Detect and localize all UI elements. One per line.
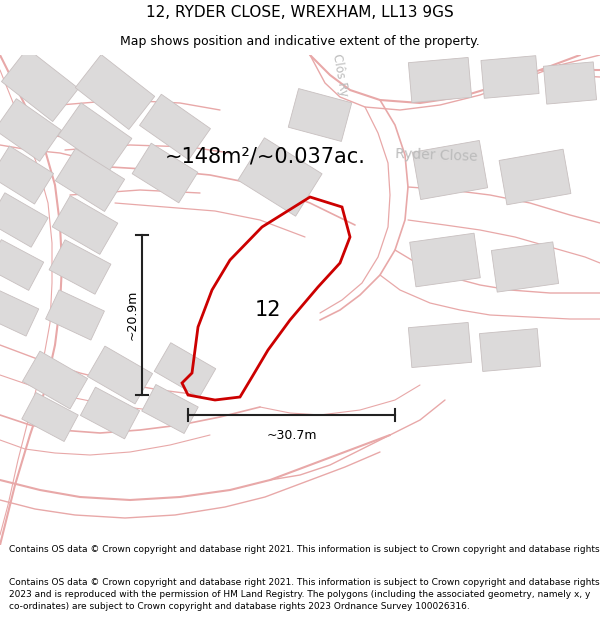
Polygon shape bbox=[412, 141, 488, 199]
Text: 12: 12 bbox=[255, 300, 281, 320]
Polygon shape bbox=[499, 149, 571, 205]
Polygon shape bbox=[481, 56, 539, 98]
Polygon shape bbox=[154, 342, 216, 398]
Polygon shape bbox=[55, 149, 125, 211]
Text: ~30.7m: ~30.7m bbox=[266, 429, 317, 442]
Polygon shape bbox=[0, 192, 48, 248]
Text: Clôs Ry: Clôs Ry bbox=[330, 52, 350, 98]
Polygon shape bbox=[409, 58, 472, 102]
Polygon shape bbox=[58, 103, 132, 171]
Polygon shape bbox=[288, 89, 352, 141]
Text: 12, RYDER CLOSE, WREXHAM, LL13 9GS: 12, RYDER CLOSE, WREXHAM, LL13 9GS bbox=[146, 4, 454, 19]
Polygon shape bbox=[49, 240, 111, 294]
Polygon shape bbox=[0, 239, 44, 291]
Polygon shape bbox=[88, 346, 152, 404]
Polygon shape bbox=[409, 322, 472, 368]
Polygon shape bbox=[142, 384, 198, 434]
Text: ~20.9m: ~20.9m bbox=[125, 290, 139, 340]
Polygon shape bbox=[0, 146, 53, 204]
Text: ~148m²/~0.037ac.: ~148m²/~0.037ac. bbox=[165, 147, 366, 167]
Polygon shape bbox=[52, 196, 118, 254]
Polygon shape bbox=[46, 290, 104, 340]
Polygon shape bbox=[410, 233, 481, 287]
Polygon shape bbox=[75, 54, 155, 129]
Polygon shape bbox=[22, 351, 88, 409]
Polygon shape bbox=[479, 329, 541, 371]
Text: Contains OS data © Crown copyright and database right 2021. This information is : Contains OS data © Crown copyright and d… bbox=[9, 578, 599, 611]
Text: Ryder Close: Ryder Close bbox=[395, 147, 478, 163]
Polygon shape bbox=[80, 387, 140, 439]
Polygon shape bbox=[140, 94, 211, 160]
Polygon shape bbox=[544, 62, 596, 104]
Polygon shape bbox=[0, 290, 39, 336]
Polygon shape bbox=[238, 138, 322, 216]
Polygon shape bbox=[0, 99, 61, 161]
Polygon shape bbox=[491, 242, 559, 292]
Text: Contains OS data © Crown copyright and database right 2021. This information is : Contains OS data © Crown copyright and d… bbox=[9, 545, 600, 554]
Polygon shape bbox=[22, 392, 78, 441]
Polygon shape bbox=[132, 143, 198, 203]
Polygon shape bbox=[1, 49, 79, 121]
Text: Map shows position and indicative extent of the property.: Map shows position and indicative extent… bbox=[120, 35, 480, 48]
